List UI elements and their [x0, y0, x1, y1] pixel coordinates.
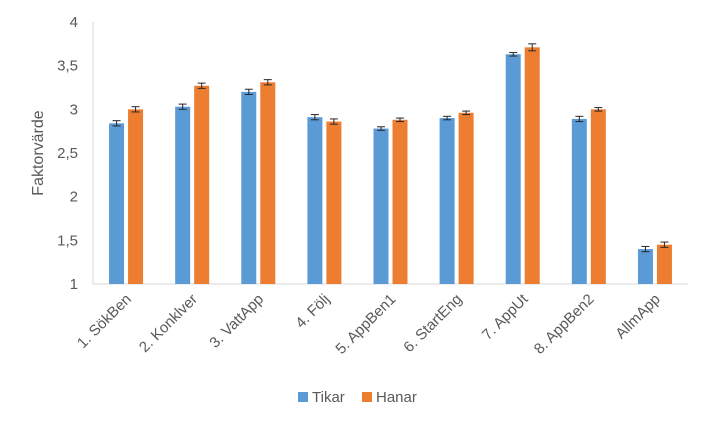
- bar-hanar: [392, 119, 408, 285]
- x-category-label: AllmApp: [612, 291, 664, 343]
- bar-hanar: [590, 109, 606, 284]
- bar-tikar: [241, 91, 257, 284]
- y-tick-label: 1,5: [57, 232, 78, 249]
- bar-tikar: [505, 54, 521, 285]
- y-tick-label: 3: [70, 101, 78, 118]
- x-category-label: 2. Konklver: [136, 291, 201, 356]
- bar-hanar: [128, 109, 144, 284]
- x-category-label: 4. Följ: [292, 291, 333, 332]
- legend-swatch-hanar: [362, 392, 372, 402]
- bar-tikar: [373, 128, 389, 284]
- y-axis-title: Faktorvärde: [30, 110, 47, 195]
- bar-tikar: [637, 249, 653, 284]
- x-axis-labels: 1. SökBen 2. Konklver 3. VattApp 4. Följ 5. …: [74, 290, 664, 357]
- bar-tikar: [109, 123, 125, 284]
- x-category-label: 6. StartEng: [400, 291, 465, 356]
- x-category-label: 3. VattApp: [206, 291, 267, 352]
- bar-hanar: [524, 47, 540, 285]
- bar-tikar: [571, 118, 587, 284]
- y-tick-label: 1: [70, 276, 78, 293]
- legend-label-hanar: Hanar: [376, 389, 417, 406]
- legend-label-tikar: Tikar: [312, 389, 345, 406]
- bar-hanar: [458, 112, 474, 285]
- y-tick-label: 2,5: [57, 145, 78, 162]
- x-category-label: 1. SökBen: [74, 291, 135, 352]
- bar-hanar: [260, 82, 276, 284]
- bar-hanar: [194, 85, 210, 285]
- y-tick-label: 3,5: [57, 58, 78, 75]
- legend: Tikar Hanar: [298, 389, 417, 406]
- x-category-label: 8. AppBen2: [531, 291, 598, 358]
- x-category-label: 5. AppBen1: [332, 291, 399, 358]
- bar-tikar: [307, 117, 323, 285]
- x-category-label: 7. AppUt: [479, 290, 532, 343]
- legend-swatch-tikar: [298, 392, 308, 402]
- y-tick-label: 4: [70, 14, 78, 31]
- bar-hanar: [656, 244, 672, 284]
- bar-tikar: [175, 106, 191, 284]
- y-tick-label: 2: [70, 189, 78, 206]
- y-axis-ticks: 1 1,5 2 2,5 3 3,5 4: [57, 14, 78, 293]
- bar-tikar: [439, 118, 455, 284]
- bar-hanar: [326, 121, 342, 284]
- plot-area: [92, 22, 688, 285]
